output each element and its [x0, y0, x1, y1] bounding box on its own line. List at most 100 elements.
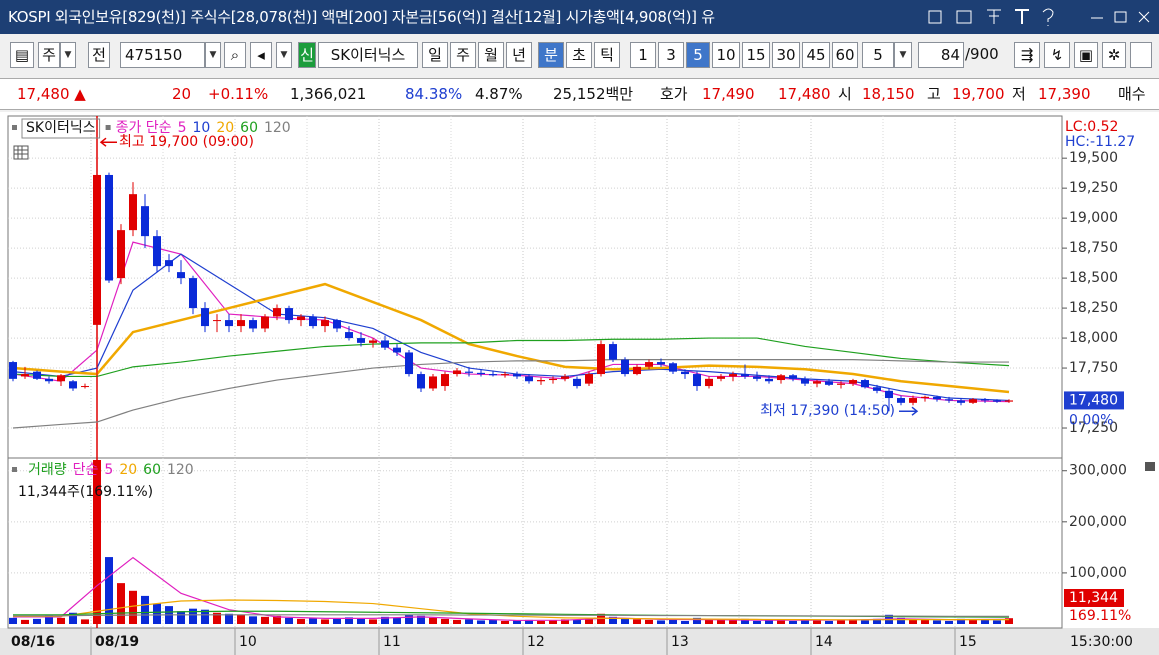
- dropdown[interactable]: ▼: [205, 42, 221, 68]
- icon[interactable]: [956, 10, 972, 24]
- volume-bar: [9, 617, 17, 624]
- legend-marker: [12, 125, 17, 130]
- toolbar-item[interactable]: 5: [862, 42, 894, 68]
- volume-bar: [969, 619, 977, 624]
- hc-label: HC:-11.27: [1065, 134, 1135, 150]
- arrow: [99, 137, 117, 147]
- candle-body: [381, 340, 389, 348]
- toolbar-item[interactable]: SK이터닉스: [318, 42, 418, 68]
- quote-item: 17,480 ▲: [17, 85, 86, 103]
- volume-bar: [753, 620, 761, 624]
- icon[interactable]: [987, 9, 1001, 24]
- candle-body: [477, 372, 485, 375]
- close[interactable]: [1138, 11, 1150, 23]
- menu-icon[interactable]: ▤: [10, 42, 34, 68]
- search-button[interactable]: ⌕: [224, 42, 246, 68]
- volume-bar: [345, 617, 353, 624]
- panel-close[interactable]: [1145, 462, 1155, 471]
- quote-item: 1,366,021: [290, 85, 367, 103]
- candle-body: [537, 380, 545, 382]
- volume-bar: [33, 618, 41, 624]
- date-label: 12: [527, 634, 545, 650]
- save-icon[interactable]: ▣: [1074, 42, 1098, 68]
- last-volume-label: 11,344: [1069, 590, 1118, 606]
- candle-body: [753, 376, 761, 379]
- icon[interactable]: [1015, 9, 1029, 24]
- dropdown[interactable]: ▼: [276, 42, 292, 68]
- dropdown[interactable]: ▼: [60, 42, 76, 68]
- volume-bar: [213, 612, 221, 624]
- quote-item: 4.87%: [475, 85, 523, 103]
- toolbar-item[interactable]: 주: [38, 42, 60, 68]
- quote-item: 고: [927, 85, 941, 103]
- toolbar-item[interactable]: 년: [506, 42, 532, 68]
- volume-bar: [501, 620, 509, 624]
- legend-marker: [12, 467, 17, 472]
- date-label: 15: [959, 634, 977, 650]
- quote-item: 호가: [660, 85, 688, 103]
- volume-bar: [513, 620, 521, 624]
- checkbox[interactable]: [1130, 42, 1152, 68]
- quote-item: 시: [838, 85, 852, 103]
- settings-icon[interactable]: ✲: [1102, 42, 1126, 68]
- toolbar-item[interactable]: 45: [802, 42, 830, 68]
- legend-entry: 20: [216, 120, 234, 136]
- toolbar-item[interactable]: 30: [772, 42, 800, 68]
- toolbar-item[interactable]: 3: [658, 42, 684, 68]
- y-tick-label: 17,250: [1069, 420, 1118, 436]
- toolbar-item[interactable]: 일: [422, 42, 448, 68]
- quote-item: 19,700: [952, 85, 1005, 103]
- candle-body: [549, 378, 557, 381]
- dropdown[interactable]: ▼: [894, 42, 912, 68]
- candle-body: [165, 260, 173, 267]
- candle-body: [801, 378, 809, 384]
- volume-bar: [225, 613, 233, 624]
- toolbar-item[interactable]: 60: [832, 42, 858, 68]
- candle-body: [741, 374, 749, 377]
- volume-bar: [933, 620, 941, 624]
- toolbar-item[interactable]: 84: [918, 42, 964, 68]
- legend-entry: 거래량: [28, 462, 67, 478]
- chart: 08/16 08/19 10 11 12 13 14 15 15:30:00 19,500 19,2…: [0, 112, 1159, 655]
- quote-item: 저: [1012, 85, 1026, 103]
- toolbar-item[interactable]: 5: [686, 42, 710, 68]
- toolbar-item[interactable]: 월: [478, 42, 504, 68]
- tool-icon[interactable]: ⇶: [1014, 42, 1040, 68]
- tool-icon[interactable]: ↯: [1044, 42, 1070, 68]
- quote-item: +0.11%: [208, 85, 269, 103]
- arrow: [899, 406, 919, 416]
- candle-body: [849, 380, 857, 384]
- y-tick-label: 100,000: [1069, 565, 1127, 581]
- toolbar-item[interactable]: 신: [298, 42, 316, 68]
- toolbar-item[interactable]: 15: [742, 42, 770, 68]
- candle-body: [261, 316, 269, 329]
- toolbar-item[interactable]: /900: [965, 45, 999, 63]
- volume-bar: [765, 620, 773, 624]
- toolbar-item[interactable]: 10: [712, 42, 740, 68]
- toolbar-item[interactable]: 주: [450, 42, 476, 68]
- toolbar-item[interactable]: 분: [538, 42, 564, 68]
- toolbar-item[interactable]: 1: [630, 42, 656, 68]
- legend-entry: 5: [104, 462, 113, 478]
- candle-body: [369, 340, 377, 343]
- sound-button[interactable]: ◂: [250, 42, 272, 68]
- toolbar-item[interactable]: 초: [566, 42, 592, 68]
- toolbar-item[interactable]: 틱: [594, 42, 620, 68]
- volume-bar: [645, 619, 653, 624]
- volume-bar: [357, 618, 365, 624]
- volume-bar: [669, 619, 677, 624]
- icon[interactable]: [1042, 8, 1054, 26]
- toolbar-item[interactable]: 475150: [120, 42, 205, 68]
- candle-body: [417, 374, 425, 389]
- legend-entry: 60: [240, 120, 258, 136]
- high-note: 최고 19,700 (09:00): [119, 134, 254, 150]
- candle-body: [621, 359, 629, 375]
- toolbar-item[interactable]: 전: [88, 42, 110, 68]
- volume-bar: [921, 619, 929, 624]
- icon[interactable]: [928, 10, 942, 24]
- maximize[interactable]: [1114, 11, 1127, 23]
- candle-body: [45, 378, 53, 382]
- lc-label: LC:0.52: [1065, 119, 1118, 135]
- last-price-box: [1064, 391, 1124, 410]
- ma-line: [12, 359, 1009, 429]
